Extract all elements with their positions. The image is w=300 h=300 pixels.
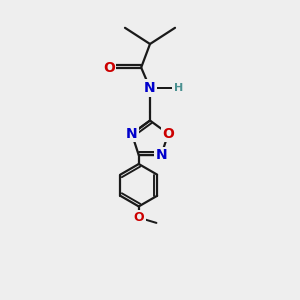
Text: O: O bbox=[103, 61, 115, 75]
Text: N: N bbox=[155, 148, 167, 162]
Text: O: O bbox=[162, 127, 174, 141]
Text: N: N bbox=[126, 127, 138, 141]
Text: O: O bbox=[134, 211, 144, 224]
Text: N: N bbox=[144, 81, 156, 95]
Text: H: H bbox=[174, 83, 183, 93]
